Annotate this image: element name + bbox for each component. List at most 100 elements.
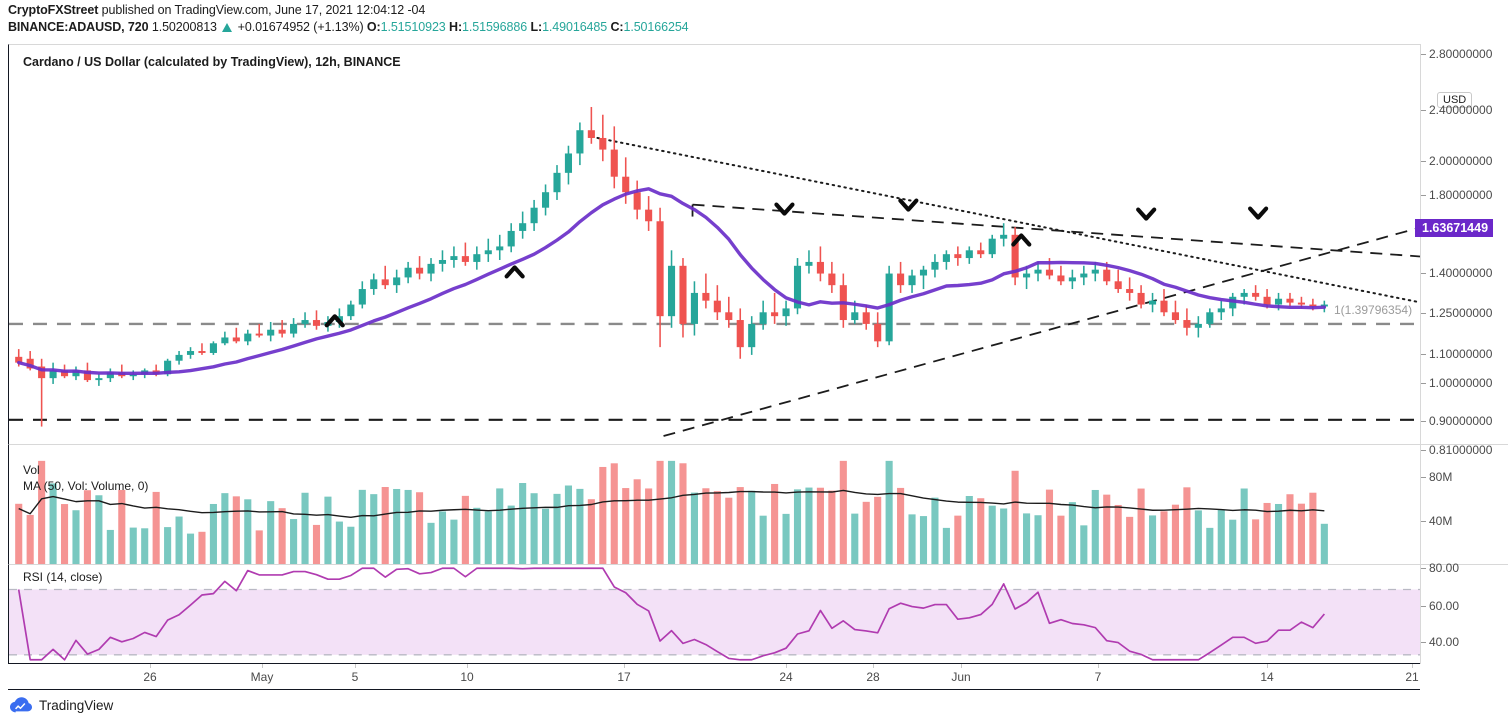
candle-body	[1011, 234, 1019, 278]
symbol-label: BINANCE:ADAUSD, 720	[8, 20, 149, 34]
rsi-pane[interactable]: RSI (14, close)	[8, 564, 1420, 664]
current-price-badge: 1.63671449	[1415, 219, 1494, 237]
time-axis-tick	[624, 664, 625, 668]
scale-tick-mark	[1421, 354, 1426, 355]
volume-bar	[1034, 515, 1042, 564]
volume-bar	[175, 516, 183, 564]
volume-bar	[793, 489, 802, 564]
volume-bar	[49, 483, 57, 564]
volume-bar	[95, 495, 103, 564]
candle-body	[416, 267, 424, 274]
candle-body	[450, 256, 458, 260]
volume-bar	[198, 531, 206, 564]
pivot-low-marker	[1011, 233, 1032, 247]
volume-bar	[885, 460, 893, 564]
volume-histogram-plot[interactable]	[9, 445, 1420, 564]
volume-bar	[633, 479, 641, 564]
volume-bar	[919, 516, 928, 564]
chart-header: CryptoFXStreet published on TradingView.…	[8, 2, 1498, 42]
volume-bar	[1103, 494, 1111, 564]
time-axis-tick	[786, 664, 787, 668]
volume-bar	[713, 491, 721, 564]
volume-bar	[610, 463, 618, 564]
volume-bar	[1045, 489, 1054, 564]
candle-body	[393, 277, 401, 286]
volume-bar	[564, 485, 573, 564]
price-scale[interactable]: USD 2.80000000 2.40000000 2.00000000 1.8000…	[1415, 44, 1508, 664]
volume-bar	[1206, 527, 1214, 564]
volume-bar	[38, 460, 46, 564]
candle-body	[919, 269, 928, 276]
time-axis-tick	[150, 664, 151, 668]
volume-bar	[908, 514, 916, 564]
candle-body	[1206, 312, 1214, 324]
candle-body	[404, 267, 412, 278]
candle-body	[759, 312, 767, 324]
time-axis-label: 26	[143, 670, 157, 684]
volume-bar	[141, 528, 149, 564]
volume-bar	[656, 460, 664, 564]
volume-bar	[690, 492, 698, 564]
candle-body	[610, 149, 618, 177]
candle-body	[851, 312, 859, 321]
time-axis-tick	[1267, 664, 1268, 668]
volume-bar	[496, 488, 504, 564]
rsi-line-plot[interactable]	[9, 565, 1420, 663]
rsi-label: RSI (14, close)	[23, 570, 103, 584]
price-pane[interactable]: Cardano / US Dollar (calculated by Tradi…	[8, 44, 1420, 444]
volume-bar	[324, 496, 332, 564]
close-value: 1.50166254	[623, 20, 689, 34]
scale-tick-mark	[1421, 383, 1426, 384]
candle-body	[72, 370, 80, 377]
candle-body	[587, 130, 595, 138]
volume-bar	[1057, 515, 1065, 564]
candle-body	[484, 250, 492, 255]
volume-bar	[221, 493, 229, 564]
time-axis-label: 5	[351, 670, 359, 684]
candle-body	[312, 320, 321, 326]
candle-body	[370, 279, 378, 290]
price-scale-tick: 0.90000000	[1429, 414, 1493, 428]
time-axis[interactable]: 26 May 5 10 17 24 28 Jun 7 14 21	[8, 664, 1420, 690]
volume-scale-tick: 80M	[1429, 470, 1453, 484]
quote-line: BINANCE:ADAUSD, 720 1.50200813 +0.016749…	[8, 19, 1498, 36]
publisher-name: CryptoFXStreet	[8, 3, 99, 17]
candle-body	[862, 312, 870, 324]
candle-body	[942, 254, 950, 262]
time-axis-tick	[467, 664, 468, 668]
price-scale-tick: 1.80000000	[1429, 188, 1493, 202]
volume-bar	[244, 499, 252, 564]
rsi-scale-tick: 40.00	[1429, 635, 1460, 649]
volume-bar	[1068, 502, 1076, 564]
volume-bar	[26, 514, 34, 564]
volume-bar	[1160, 511, 1168, 564]
scale-divider	[1421, 564, 1508, 565]
candle-body	[186, 351, 195, 355]
open-label: O:	[366, 20, 381, 34]
volume-bar	[1229, 519, 1237, 564]
candle-body	[461, 256, 469, 262]
volume-bar	[1171, 504, 1180, 564]
high-value: 1.51596886	[462, 20, 528, 34]
volume-bar-series	[15, 460, 1328, 564]
volume-bar	[759, 515, 767, 564]
candle-body	[1171, 312, 1180, 321]
candle-body	[1160, 300, 1168, 313]
volume-pane[interactable]: Vol MA (50, Vol: Volume, 0)	[8, 444, 1420, 564]
volume-bar	[152, 491, 160, 564]
candle-body	[267, 329, 275, 336]
volume-bar	[1137, 488, 1145, 564]
chart-title: Cardano / US Dollar (calculated by Tradi…	[23, 55, 401, 69]
scale-tick-mark	[1421, 273, 1426, 274]
candle-body	[1103, 269, 1111, 282]
last-price: 1.50200813	[151, 20, 217, 34]
candle-body	[1126, 289, 1134, 293]
candle-body	[38, 366, 46, 379]
price-candlestick-plot[interactable]	[9, 45, 1420, 444]
time-axis-tick	[873, 664, 874, 668]
volume-bar	[1126, 516, 1134, 564]
candle-body	[255, 333, 263, 336]
candle-body	[553, 172, 561, 193]
candle-body	[301, 320, 309, 324]
candle-body	[1297, 302, 1305, 305]
